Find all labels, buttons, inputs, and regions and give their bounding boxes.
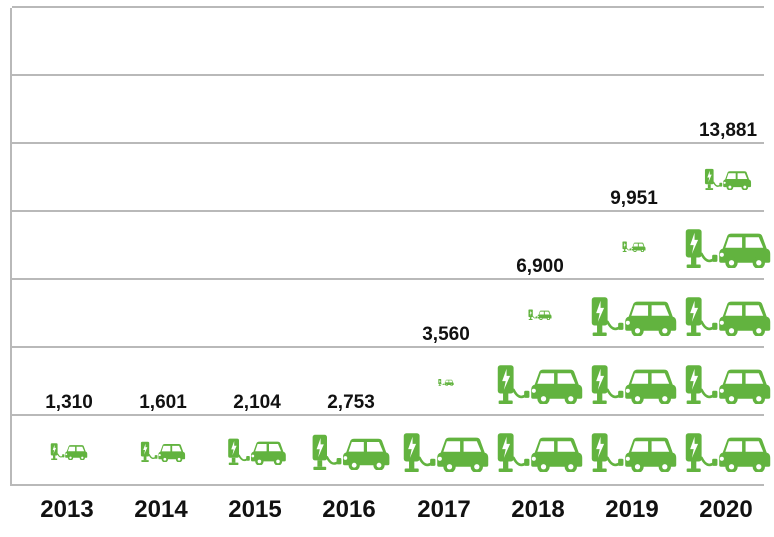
column: 2,753 [304, 392, 398, 484]
column: 6,900 [493, 256, 587, 484]
ev-charging-icon [684, 360, 772, 404]
icon-row-partial [587, 212, 681, 280]
ev-charging-icon [684, 224, 772, 268]
x-axis-label: 2020 [679, 496, 773, 524]
ev-charging-icon [590, 360, 678, 404]
x-axis-label: 2015 [208, 496, 302, 524]
icon-row-partial [210, 416, 304, 484]
column: 3,560 [399, 324, 493, 484]
gridline [12, 74, 764, 76]
x-axis-label: 2014 [114, 496, 208, 524]
column: 9,951 [587, 188, 681, 484]
icon-row-partial [399, 348, 493, 416]
column: 13,881 [681, 120, 774, 484]
column: 1,310 [22, 392, 116, 484]
icon-row [587, 348, 681, 416]
icon-row [587, 280, 681, 348]
icon-row [681, 212, 774, 280]
x-axis-label: 2013 [20, 496, 114, 524]
x-axis-label: 2019 [585, 496, 679, 524]
value-label: 13,881 [699, 120, 757, 142]
icon-row [399, 416, 493, 484]
value-label: 2,753 [327, 392, 375, 414]
icon-row-partial [22, 416, 116, 484]
value-label: 3,560 [422, 324, 470, 346]
ev-charging-icon [622, 240, 646, 252]
value-label: 1,310 [45, 392, 93, 414]
ev-charging-icon [438, 378, 454, 386]
ev-charging-icon [684, 292, 772, 336]
icon-row-partial [304, 416, 398, 484]
icon-row [681, 280, 774, 348]
value-label: 6,900 [516, 256, 564, 278]
ev-pictogram-chart: 1,310 1,601 2,104 [10, 8, 764, 528]
ev-charging-icon [50, 441, 88, 460]
value-label: 1,601 [139, 392, 187, 414]
plot-area: 1,310 1,601 2,104 [10, 8, 764, 486]
icon-row [493, 348, 587, 416]
icon-row-partial [116, 416, 210, 484]
icon-row [587, 416, 681, 484]
column: 1,601 [116, 392, 210, 484]
ev-charging-icon [140, 439, 186, 462]
icon-row-partial [681, 144, 774, 212]
ev-charging-icon [227, 435, 287, 465]
icon-row [681, 348, 774, 416]
column: 2,104 [210, 392, 304, 484]
ev-charging-icon [590, 292, 678, 336]
gridline [12, 6, 764, 8]
ev-charging-icon [402, 428, 490, 472]
ev-charging-icon [528, 308, 552, 320]
value-label: 9,951 [610, 188, 658, 210]
ev-charging-icon [496, 360, 584, 404]
x-axis-label: 2017 [397, 496, 491, 524]
ev-charging-icon [684, 428, 772, 472]
ev-charging-icon [311, 430, 391, 470]
ev-charging-icon [704, 166, 752, 190]
gridline [12, 142, 764, 144]
ev-charging-icon [590, 428, 678, 472]
ev-charging-icon [496, 428, 584, 472]
x-axis-label: 2018 [491, 496, 585, 524]
icon-row [493, 416, 587, 484]
value-label: 2,104 [233, 392, 281, 414]
icon-row-partial [493, 280, 587, 348]
x-axis-label: 2016 [302, 496, 396, 524]
icon-row [681, 416, 774, 484]
x-axis: 20132014201520162017201820192020 [10, 490, 764, 530]
